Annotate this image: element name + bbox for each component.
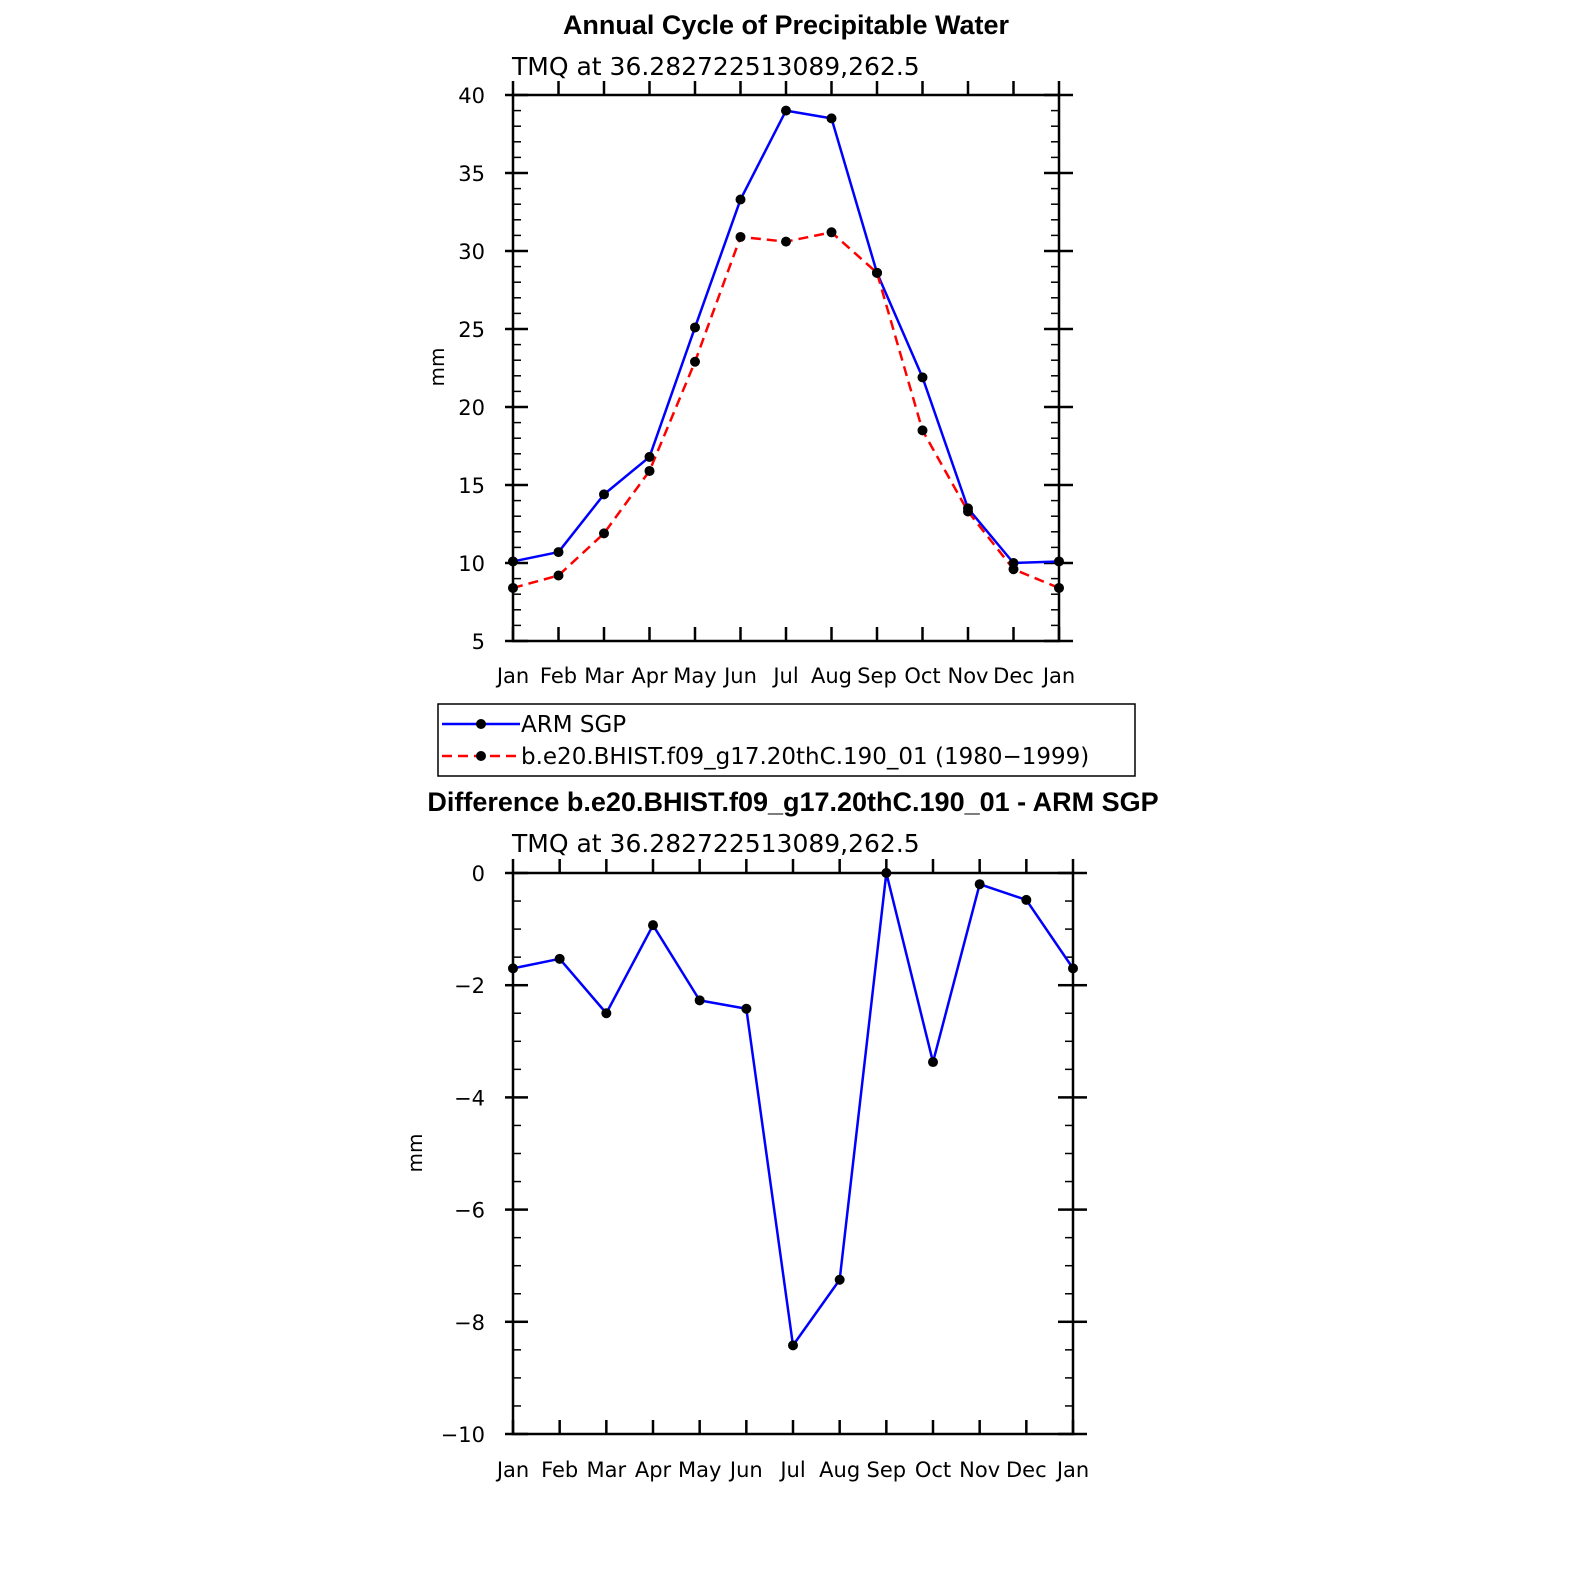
chart1-series-0-point <box>599 489 609 500</box>
chart1-x-tick-label: Feb <box>540 664 577 688</box>
chart2-series-0-point <box>1021 894 1032 905</box>
chart1-title: Annual Cycle of Precipitable Water <box>563 10 1010 40</box>
chart1-y-tick-label: 35 <box>458 162 485 186</box>
chart2-y-tick-label: −6 <box>454 1199 485 1223</box>
chart1-series-0-point <box>690 322 700 333</box>
legend-item-model: b.e20.BHIST.f09_g17.20thC.190_01 (1980−1… <box>442 744 1089 770</box>
chart2-x-tick-label: Jan <box>1055 1458 1089 1482</box>
chart2-series-0-point <box>601 1008 612 1019</box>
chart1-ticks: Jan Feb Mar Apr May Jun Jul Aug Sep Oct Nov Dec Jan 5… <box>458 81 1075 688</box>
annual-cycle-chart: Annual Cycle of Precipitable Water TMQ a… <box>425 10 1075 688</box>
legend-box <box>437 703 1136 777</box>
chart2-subtitle: TMQ at 36.282722513089,262.5 <box>511 829 920 858</box>
chart2-x-tick-label: Aug <box>819 1458 860 1482</box>
chart1-series-0-point <box>553 547 564 558</box>
chart2-x-tick-label: Mar <box>587 1458 627 1482</box>
chart1-series-1-point <box>1008 564 1019 575</box>
legend-marker-model <box>476 751 486 761</box>
legend-label-model: b.e20.BHIST.f09_g17.20thC.190_01 (1980−1… <box>521 744 1089 770</box>
chart1-subtitle: TMQ at 36.282722513089,262.5 <box>511 52 920 81</box>
chart2-series-0-point <box>834 1274 845 1285</box>
chart1-y-tick-label: 25 <box>458 318 485 342</box>
chart1-series-1-point <box>644 465 655 476</box>
difference-chart: Difference b.e20.BHIST.f09_g17.20thC.190… <box>403 787 1159 1482</box>
chart1-x-tick-label: Jan <box>1041 664 1075 688</box>
chart2-series-0-point <box>741 1003 752 1014</box>
chart1-x-tick-label: Jul <box>771 664 798 688</box>
chart1-plot-frame <box>511 93 1061 643</box>
chart1-series-1-point <box>690 356 700 367</box>
chart2-series <box>508 868 1078 1351</box>
chart1-series-0-point <box>917 372 928 383</box>
chart1-y-axis-label: mm <box>425 348 449 387</box>
chart1-series-0-point <box>644 451 655 462</box>
chart2-x-tick-label: Sep <box>867 1458 907 1482</box>
chart1-series-0-point <box>781 105 791 116</box>
chart2-series-0-point <box>648 920 658 931</box>
chart2-x-tick-label: Apr <box>635 1458 672 1482</box>
chart2-y-axis-label: mm <box>403 1134 427 1173</box>
chart1-x-tick-label: Aug <box>811 664 852 688</box>
chart1-series <box>508 105 1064 593</box>
chart2-x-tick-label: Feb <box>541 1458 578 1482</box>
chart1-x-tick-label: Apr <box>631 664 668 688</box>
chart2-ticks: Jan Feb Mar Apr May Jun Jul Aug Sep Oct Nov Dec Jan−… <box>441 859 1089 1482</box>
chart1-x-tick-label: Jun <box>722 664 757 688</box>
legend-marker-arm-sgp <box>476 719 486 729</box>
chart2-x-tick-label: Nov <box>959 1458 1000 1482</box>
chart2-plot-frame <box>511 871 1075 1436</box>
chart1-series-line-1 <box>512 231 1060 590</box>
chart2-y-tick-label: −8 <box>454 1311 485 1335</box>
chart1-series-1-point <box>917 425 928 436</box>
chart2-series-0-point <box>974 879 985 890</box>
chart2-y-tick-label: −4 <box>454 1086 485 1110</box>
chart1-x-tick-label: Oct <box>904 664 940 688</box>
chart1-y-tick-label: 15 <box>458 474 485 498</box>
chart1-x-tick-label: May <box>673 664 716 688</box>
chart1-x-tick-label: Sep <box>857 664 897 688</box>
chart2-x-tick-label: Jan <box>495 1458 529 1482</box>
chart2-series-0-point <box>694 995 705 1006</box>
chart2-y-tick-label: −10 <box>441 1423 485 1447</box>
chart2-series-line-0 <box>512 871 1075 1347</box>
legend-label-arm-sgp: ARM SGP <box>521 712 626 738</box>
legend-item-arm-sgp: ARM SGP <box>442 712 626 738</box>
chart2-x-tick-label: Jun <box>728 1458 763 1482</box>
chart1-series-1-point <box>826 227 837 238</box>
chart1-y-tick-label: 10 <box>458 552 485 576</box>
chart2-x-tick-label: Jul <box>778 1458 805 1482</box>
chart1-y-tick-label: 5 <box>472 630 485 654</box>
chart1-x-tick-label: Nov <box>948 664 989 688</box>
chart1-series-1-point <box>872 267 882 278</box>
chart1-y-tick-label: 20 <box>458 396 485 420</box>
chart1-series-1-point <box>781 236 791 247</box>
chart2-series-0-point <box>554 953 565 964</box>
chart1-y-tick-label: 40 <box>458 84 485 108</box>
chart2-series-0-point <box>788 1340 798 1351</box>
chart1-series-1-point <box>553 570 564 581</box>
chart1-series-1-point <box>963 506 973 517</box>
chart1-series-1-point <box>599 528 609 539</box>
chart1-series-1-point <box>735 231 746 242</box>
chart2-x-tick-label: Oct <box>915 1458 951 1482</box>
chart1-x-tick-label: Dec <box>993 664 1034 688</box>
chart1-legend: ARM SGP b.e20.BHIST.f09_g17.20thC.190_01… <box>437 703 1136 777</box>
chart1-series-0-point <box>735 194 746 205</box>
chart1-x-tick-label: Mar <box>584 664 624 688</box>
chart2-x-tick-label: Dec <box>1006 1458 1047 1482</box>
chart1-x-tick-label: Jan <box>495 664 529 688</box>
chart1-series-line-0 <box>512 109 1060 565</box>
chart2-title: Difference b.e20.BHIST.f09_g17.20thC.190… <box>427 787 1158 817</box>
chart2-y-tick-label: −2 <box>454 974 485 998</box>
chart2-y-tick-label: 0 <box>472 862 485 886</box>
chart1-y-tick-label: 30 <box>458 240 485 264</box>
chart2-x-tick-label: May <box>678 1458 721 1482</box>
chart2-series-0-point <box>928 1057 938 1068</box>
chart1-series-0-point <box>826 113 837 124</box>
